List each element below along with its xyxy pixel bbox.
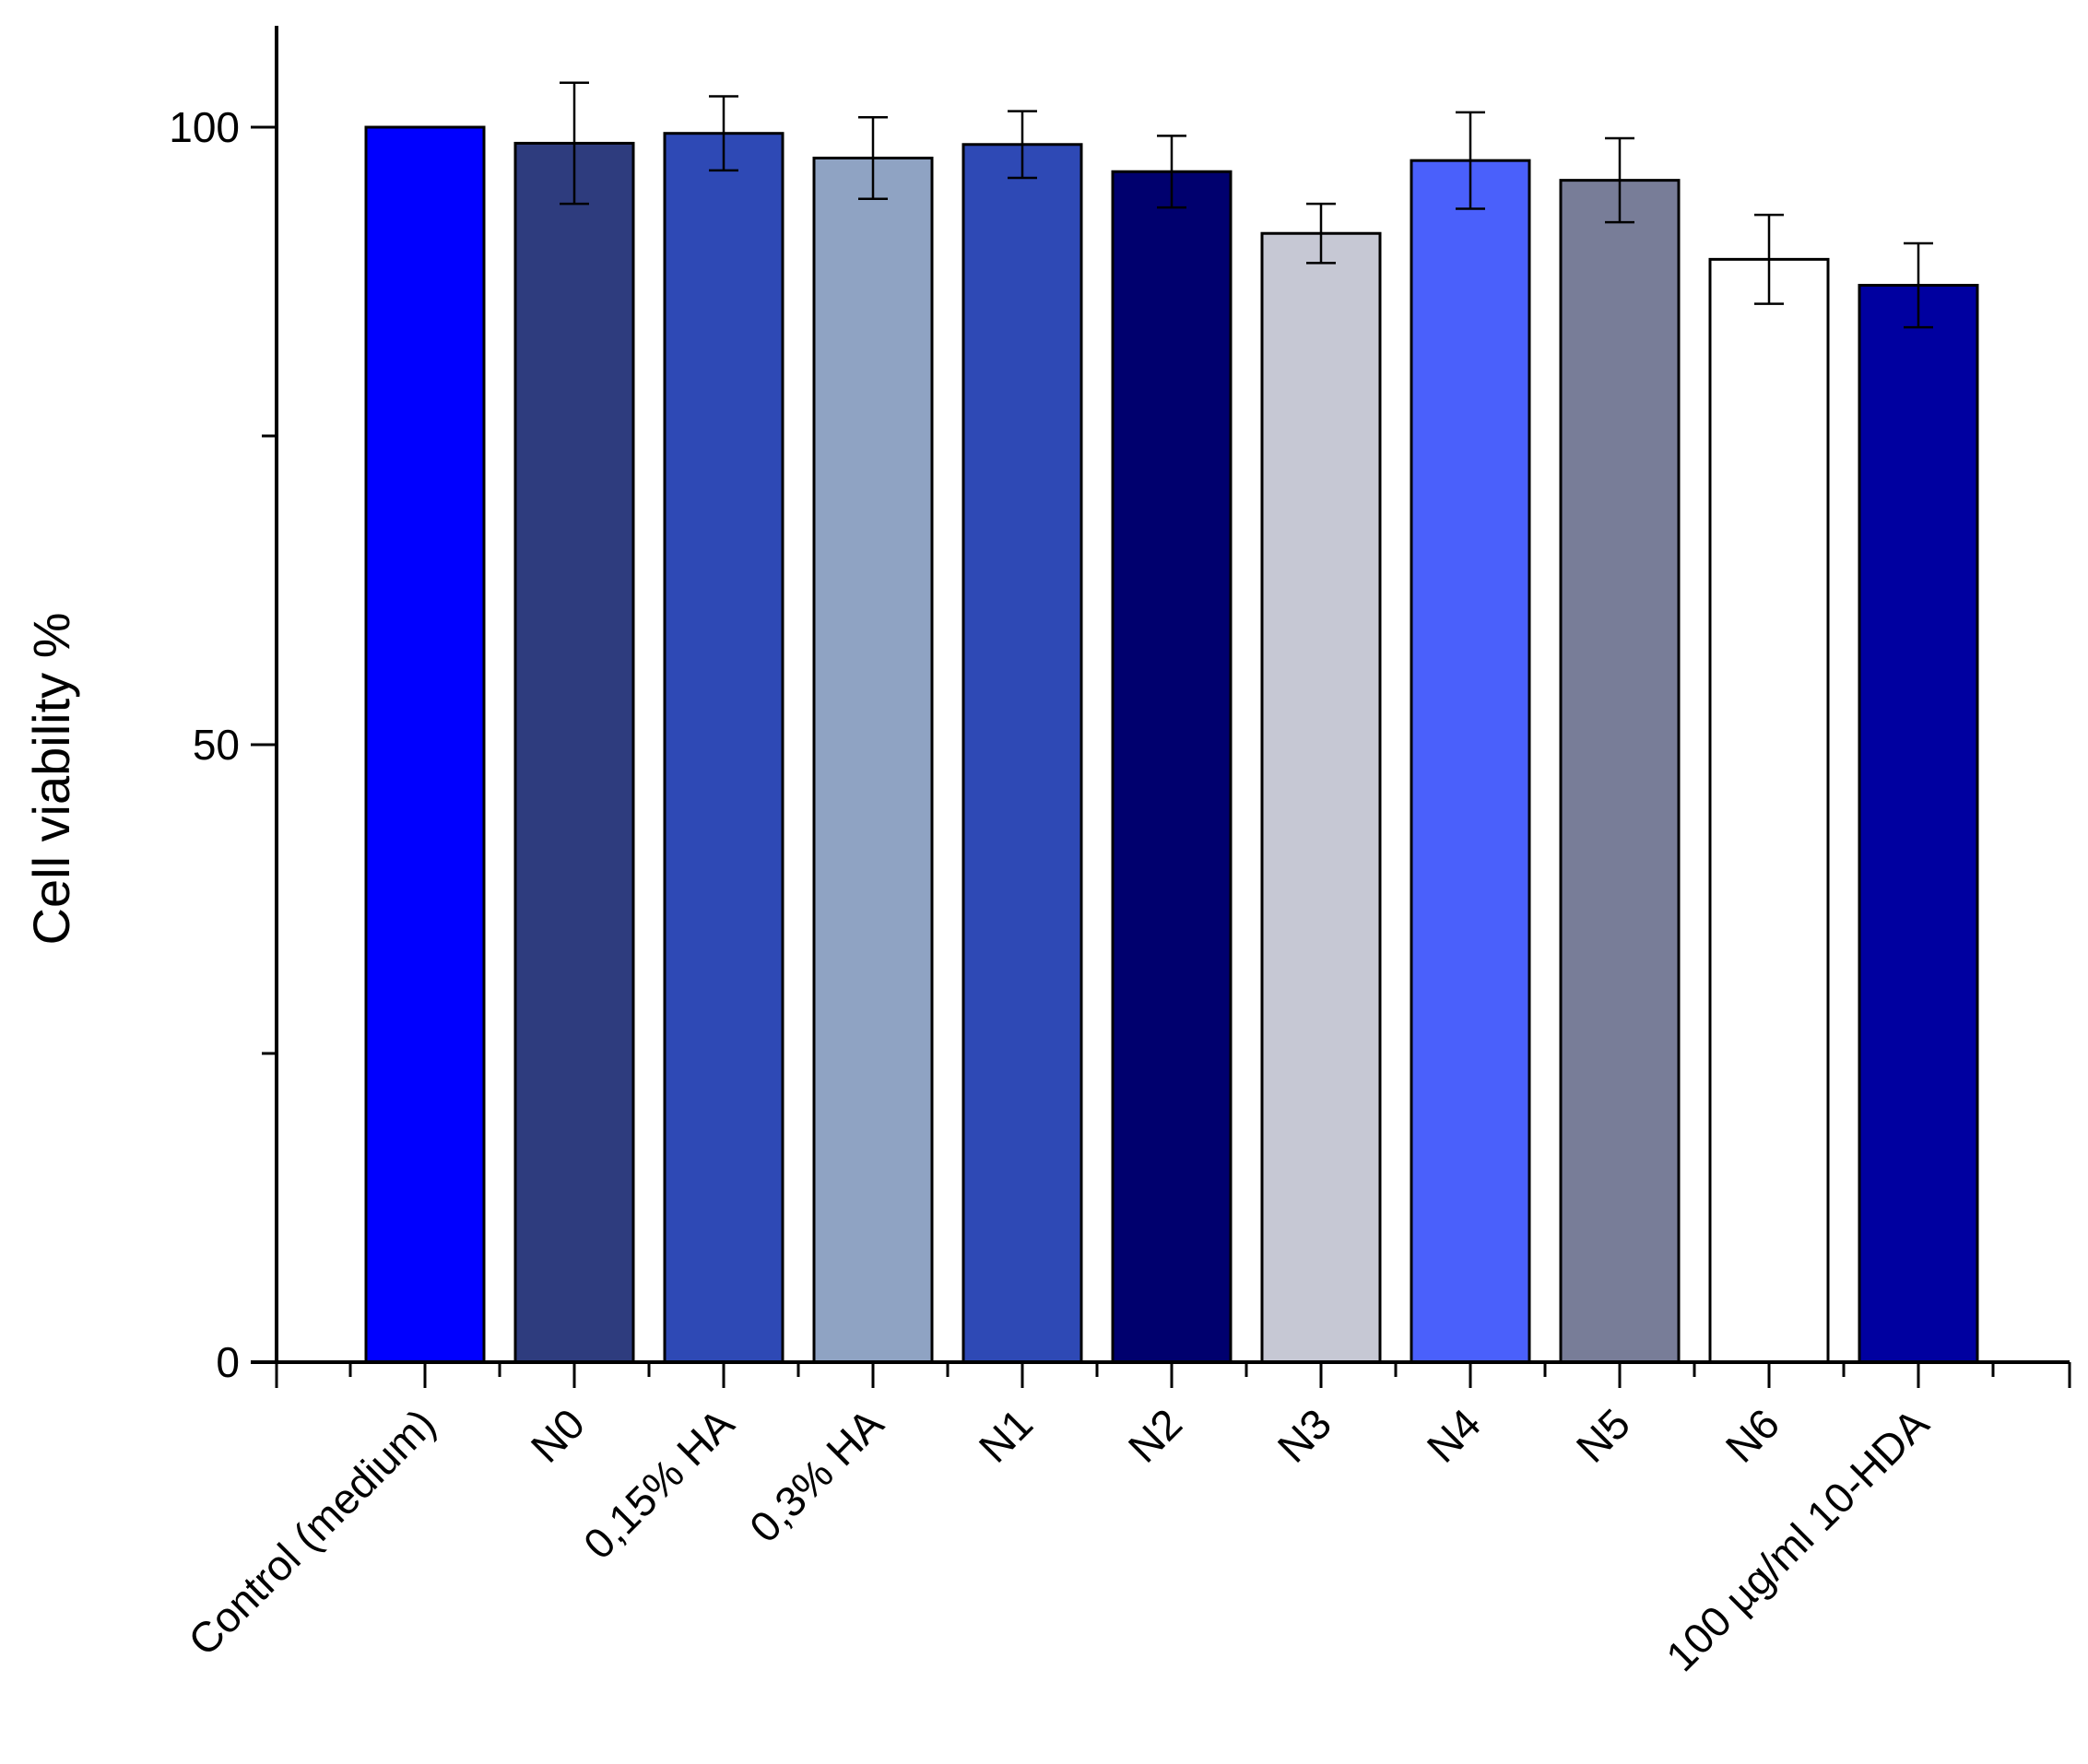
x-tick-label: N5 [1567,1399,1639,1471]
x-tick-label: Control (medium) [179,1399,444,1664]
y-tick-labels: 0 50 100 [169,103,240,1386]
bars-group [364,125,1979,1364]
x-tick-label: N4 [1418,1399,1490,1471]
bar [663,132,784,1364]
x-tick-label: N2 [1119,1399,1191,1471]
x-tick-label: N1 [970,1399,1042,1471]
bar [1111,170,1233,1364]
bar [1559,179,1681,1364]
bar [513,141,635,1364]
axes-group [251,26,2071,1388]
x-tick-label: 0,15% HA [574,1399,743,1568]
bar [961,143,1083,1364]
x-tick-label: N6 [1716,1399,1788,1471]
bar [1708,257,1830,1364]
bar [812,157,934,1364]
bar [364,125,486,1364]
x-tick-label: N3 [1268,1399,1340,1471]
x-tick-label: 0,3% HA [740,1399,892,1551]
bar [1858,284,1979,1364]
x-tick-label: 100 µg/ml 10-HDA [1657,1399,1938,1680]
y-axis-title: Cell viability % [22,613,80,946]
error-bars-group [560,81,1933,329]
bar [1410,159,1531,1364]
x-tick-labels: Control (medium) N00,15% HA0,3% HA N1 N2 N3 N… [179,1399,1938,1680]
y-tick-label: 100 [169,103,240,151]
bar [1260,231,1382,1364]
y-tick-label: 0 [216,1338,240,1386]
y-tick-label: 50 [193,721,240,769]
x-tick-label: N0 [522,1399,594,1471]
